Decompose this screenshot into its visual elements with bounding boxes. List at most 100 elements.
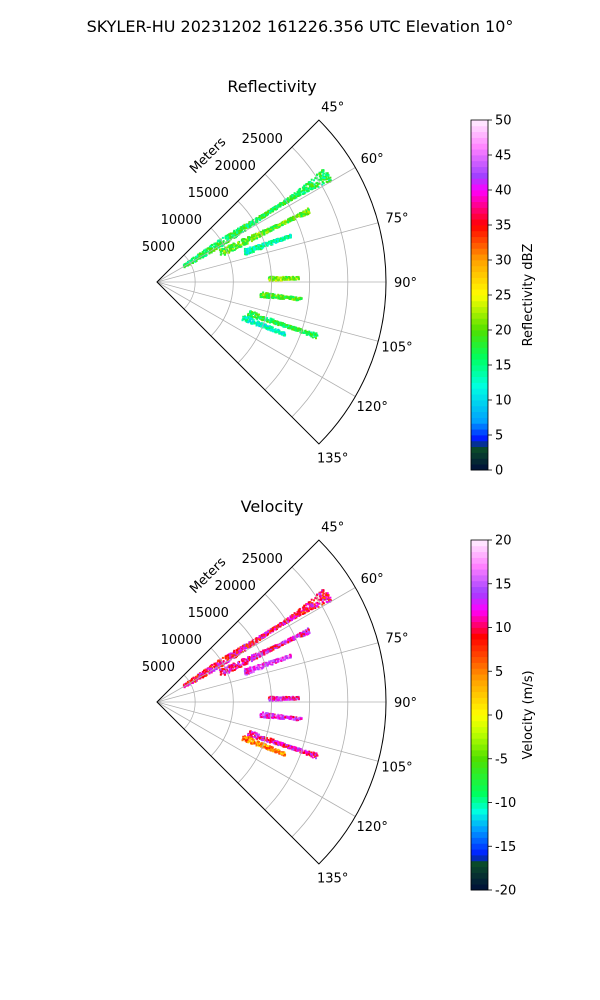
echo-gate [246,251,249,254]
colorbar-segment [471,359,488,366]
echo-gate [246,670,249,673]
echo-gate [274,330,277,333]
echo-gate [314,333,317,336]
echo-gate [309,181,312,183]
echo-gate [257,320,260,323]
echo-gate [306,213,308,216]
echo-gate [257,234,260,236]
echo-gate [247,314,250,317]
echo-gate [296,610,299,613]
echo-gate [236,653,239,655]
echo-gate [221,669,224,672]
sector-frame [156,119,387,445]
echo-gate [279,223,282,226]
echo-gate [269,327,272,330]
echo-gate [289,326,292,329]
echo-gate [183,263,186,266]
echo-gate [266,737,269,740]
echo-gate [233,649,236,652]
sector-frame [156,539,387,865]
echo-gate [307,628,310,631]
echo-gate [221,247,224,250]
echo-gate [265,651,268,654]
echo-gate [315,757,317,760]
echo-gate [290,616,293,619]
echo-gate [229,652,232,655]
echo-gate [272,749,275,752]
echo-gate [247,741,250,744]
echo-gate [310,335,313,338]
echo-gate [305,210,308,213]
echo-gate [228,668,231,671]
echo-gate [234,652,236,655]
colorbar-segment [471,540,488,547]
echo-gate [223,249,226,252]
echo-gate [307,208,310,211]
echo-gate [264,229,267,231]
echo-gate [302,188,305,191]
echo-gate [244,224,247,227]
echo-gate [243,735,246,738]
echo-gate [222,660,225,663]
echo-gate [295,696,298,699]
echo-gate [228,657,231,659]
echo-gate [274,322,277,325]
echo-gate [208,667,211,670]
colorbar-segment [471,236,488,243]
echo-gate [254,221,257,224]
echo-gate [265,712,268,715]
echo-gate [317,185,320,188]
colorbar-label: Velocity (m/s) [521,670,536,759]
echo-gate [299,717,302,720]
echo-gate [289,324,292,327]
echo-gate [294,193,297,196]
echo-gate [312,607,315,610]
echo-gate [245,647,248,649]
echo-gate [307,753,310,756]
echo-gate [245,671,248,674]
echo-gate [281,752,284,755]
echo-gate [262,651,265,654]
range-tick-label: 20000 [215,159,256,174]
echo-gate [247,226,249,229]
colorbar-segment [471,767,488,774]
echo-gate [220,241,223,244]
echo-gate [287,638,290,641]
echo-gate [256,657,259,660]
colorbar-segment [471,837,488,844]
echo-gate [291,217,294,220]
echo-gate [247,247,250,250]
colorbar-segment [471,645,488,652]
echo-gate [323,597,326,599]
echo-gate [255,666,258,669]
echo-gate [327,594,330,597]
panel-title: Velocity [241,497,304,516]
echo-gate [304,331,307,334]
echo-gate [245,673,248,676]
echo-gate [269,713,272,716]
echo-gate [296,613,299,616]
echo-gate [185,262,188,265]
echo-gate [270,325,273,328]
echo-gate [305,187,308,190]
colorbar-segment [471,452,488,459]
echo-gate [292,716,295,718]
echo-gate [281,297,284,300]
colorbar-segment [471,306,488,313]
echo-gate [266,320,269,323]
echo-gate [270,697,272,699]
echo-gate [280,659,282,662]
echo-gate [243,318,246,321]
echo-gate [249,319,252,322]
echo-gate [311,602,314,605]
echo-gate [265,745,268,748]
echo-gate [269,293,272,296]
echo-gate [255,736,258,739]
echo-gate [271,243,274,246]
echo-gate [208,247,211,250]
echo-gate [239,230,242,233]
echo-gate [262,216,264,218]
echo-gate [263,634,265,637]
echo-gate [282,238,285,241]
echo-gate [310,753,313,756]
